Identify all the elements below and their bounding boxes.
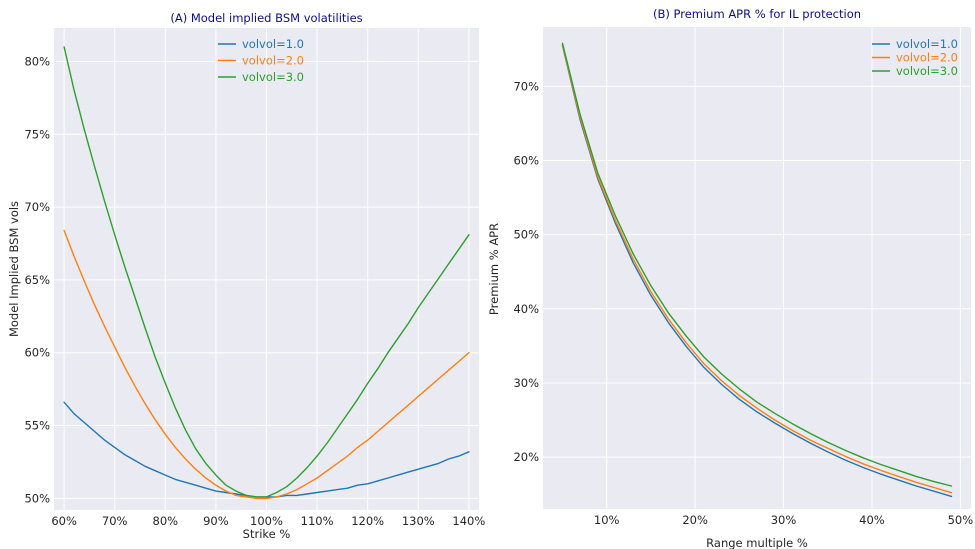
chart-a-y-tick-label: 55%: [24, 419, 50, 433]
chart-b-legend-label: volvol=3.0: [896, 64, 958, 78]
chart-a-title: (A) Model implied BSM volatilities: [170, 11, 362, 25]
chart-a-x-gridlines: [63, 28, 470, 510]
chart-a-y-ticks: 50% 55% 60% 65% 70% 75% 80%: [24, 54, 50, 505]
chart-b-x-gridlines: [606, 27, 961, 509]
chart-b-series-line: [561, 42, 953, 487]
chart-a-x-tick-label: 130%: [402, 514, 435, 528]
chart-a-x-tick-label: 140%: [452, 514, 485, 528]
chart-a-legend: volvol=1.0 volvol=2.0 volvol=3.0: [218, 37, 304, 84]
chart-a-legend-label: volvol=3.0: [242, 70, 304, 84]
chart-b-y-ticks: 20% 30% 40% 50% 60% 70%: [513, 79, 539, 464]
chart-a-x-tick-label: 120%: [351, 514, 384, 528]
chart-b-y-tick-label: 30%: [513, 376, 539, 390]
chart-a-x-tick-label: 70%: [102, 514, 128, 528]
chart-b-y-tick-label: 70%: [513, 79, 539, 93]
chart-b-y-tick-label: 40%: [513, 302, 539, 316]
chart-b-legend-label: volvol=2.0: [896, 51, 958, 65]
chart-b-x-tick-label: 30%: [771, 513, 797, 527]
chart-b-y-tick-label: 60%: [513, 153, 539, 167]
chart-a-x-tick-label: 60%: [51, 514, 77, 528]
chart-a-x-tick-label: 100%: [250, 514, 283, 528]
chart-a-x-tick-label: 110%: [301, 514, 334, 528]
chart-b-y-tick-label: 50%: [513, 228, 539, 242]
chart-a-y-tick-label: 75%: [24, 127, 50, 141]
chart-a-x-tick-label: 90%: [203, 514, 229, 528]
chart-b-x-tick-label: 10%: [594, 513, 620, 527]
chart-a-y-tick-label: 65%: [24, 273, 50, 287]
chart-b-y-gridlines: [543, 85, 971, 458]
chart-a: 60% 70% 80% 90% 100% 110% 120% 130% 140% 50% 55% 6…: [7, 11, 485, 541]
chart-a-y-tick-label: 80%: [24, 54, 50, 68]
chart-b-x-tick-label: 40%: [859, 513, 885, 527]
chart-b: 10% 20% 30% 40% 50% 20% 30% 40% 50% 60% 70% volvo…: [487, 7, 973, 549]
chart-a-y-tick-label: 70%: [24, 200, 50, 214]
chart-b-x-ticks: 10% 20% 30% 40% 50%: [594, 513, 973, 527]
chart-a-series: [63, 46, 470, 500]
chart-b-title: (B) Premium APR % for IL protection: [653, 7, 861, 21]
chart-a-y-label: Model Implied BSM vols: [7, 201, 21, 337]
chart-a-series-line: [63, 46, 470, 498]
chart-b-series-line: [561, 44, 953, 498]
chart-a-x-ticks: 60% 70% 80% 90% 100% 110% 120% 130% 140%: [51, 514, 485, 528]
chart-b-y-tick-label: 20%: [513, 450, 539, 464]
chart-b-series: [561, 42, 953, 498]
chart-a-y-tick-label: 60%: [24, 346, 50, 360]
chart-b-legend-label: volvol=1.0: [896, 37, 958, 51]
chart-a-series-line: [63, 229, 470, 500]
chart-b-x-tick-label: 50%: [948, 513, 974, 527]
chart-a-y-tick-label: 50%: [24, 491, 50, 505]
chart-b-plot-area: [543, 27, 971, 509]
chart-b-x-tick-label: 20%: [682, 513, 708, 527]
chart-a-x-label: Strike %: [243, 527, 291, 541]
chart-b-x-label: Range multiple %: [706, 536, 808, 549]
chart-b-series-line: [561, 44, 953, 494]
chart-a-legend-label: volvol=1.0: [242, 37, 304, 51]
chart-a-x-tick-label: 80%: [153, 514, 179, 528]
chart-a-legend-label: volvol=2.0: [242, 54, 304, 68]
chart-b-y-label: Premium % APR: [487, 223, 501, 315]
